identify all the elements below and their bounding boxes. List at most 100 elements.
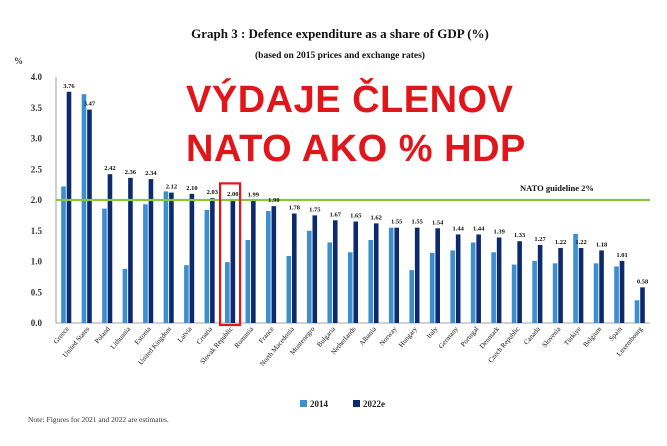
bar-data-label: 2.10 — [186, 185, 197, 192]
bar-2014 — [184, 265, 189, 323]
bar-2014 — [266, 211, 271, 323]
bar-2022e — [394, 227, 400, 323]
x-tick-label: Germany — [437, 325, 460, 350]
bar-2014 — [102, 208, 107, 323]
bar-data-label: 1.78 — [289, 205, 301, 212]
bar-2014 — [368, 239, 374, 323]
legend-label-2022e: 2022e — [363, 399, 385, 409]
y-tick-label: 1.0 — [31, 257, 43, 267]
bar-data-label: 1.62 — [371, 214, 382, 221]
legend-label-2014: 2014 — [310, 399, 329, 409]
bar-data-label: 2.42 — [104, 165, 115, 172]
bar-2022e — [353, 221, 359, 323]
y-tick-label: 3.5 — [31, 103, 43, 113]
bar-2014 — [61, 186, 66, 323]
y-tick-label: 2.0 — [31, 195, 43, 205]
y-tick-label: 2.5 — [31, 164, 43, 174]
bar-2014 — [614, 266, 619, 323]
bar-2014 — [245, 239, 251, 323]
bar-2014 — [327, 242, 333, 323]
bar-data-label: 1.75 — [309, 206, 321, 213]
bar-2014 — [552, 263, 558, 323]
bar-data-label: 0.58 — [637, 278, 649, 285]
bar-2022e — [312, 215, 318, 323]
x-tick-label: Belgium — [582, 325, 604, 349]
bar-2022e — [251, 200, 256, 323]
bar-data-label: 1.55 — [412, 219, 424, 226]
bar-2014 — [225, 262, 230, 323]
bar-2014 — [81, 94, 87, 323]
bar-2014 — [573, 233, 578, 323]
bar-data-label: 1.44 — [473, 225, 485, 232]
bar-data-label: 2.36 — [125, 169, 137, 176]
bar-2014 — [122, 268, 128, 323]
bar-2022e — [599, 250, 604, 323]
x-tick-label: Hungary — [397, 325, 419, 349]
reference-line-label: NATO guideline 2% — [520, 183, 594, 193]
bar-2022e — [169, 192, 174, 323]
x-tick-label: Italy — [425, 325, 440, 340]
bar-data-label: 1.55 — [391, 219, 403, 226]
bar-2022e — [476, 234, 481, 323]
bar-2014 — [204, 209, 210, 323]
bar-2022e — [537, 244, 543, 323]
y-tick-label: 1.5 — [31, 226, 43, 236]
footnote: Note: Figures for 2021 and 2022 are esti… — [28, 415, 169, 424]
bar-2022e — [189, 193, 195, 323]
bar-data-label: 1.33 — [514, 232, 526, 239]
bar-2014 — [634, 300, 640, 323]
bar-data-label: 1.18 — [596, 241, 608, 248]
y-axis: 0.0 0.5 1.0 1.5 2.0 2.5 3.0 3.5 4.0 — [31, 72, 650, 328]
bar-2022e — [271, 206, 277, 323]
x-tick-label: Norway — [378, 325, 399, 348]
x-tick-label: Estonia — [133, 324, 153, 346]
bar-data-label: 1.67 — [330, 211, 342, 218]
bar-data-label: 1.22 — [555, 239, 566, 246]
bar-2014 — [429, 252, 435, 323]
x-tick-label: Romania — [233, 324, 256, 349]
x-tick-label: Slovenia — [540, 324, 562, 349]
data-label-group: 3.76 3.47 2.42 2.36 2.34 2.12 2.10 2.03 2.00 1.99… — [63, 83, 649, 327]
bar-data-label: 3.76 — [63, 83, 75, 90]
bar-2022e — [435, 228, 440, 323]
bar-2022e — [230, 200, 236, 323]
highlight-box — [219, 182, 242, 327]
bar-2014 — [409, 270, 414, 323]
x-tick-label: Greece — [52, 325, 71, 345]
bar-2014 — [470, 242, 476, 323]
x-tick-label: Canada — [522, 324, 542, 346]
y-tick-label: 0.5 — [31, 287, 43, 297]
bar-2022e — [210, 198, 215, 323]
bar-data-label: 2.03 — [207, 189, 219, 196]
bar-2014 — [163, 191, 169, 323]
bar-2022e — [128, 177, 133, 323]
bar-data-label: 1.44 — [452, 225, 464, 232]
bar-2022e — [148, 179, 154, 323]
bar-2014 — [450, 250, 455, 323]
bar-data-label: 1.22 — [575, 239, 586, 246]
x-tick-label: Latvia — [176, 324, 194, 344]
y-tick-label: 0.0 — [31, 318, 43, 328]
x-tick-label: Albania — [358, 324, 379, 347]
bar-2022e — [292, 213, 297, 323]
bar-2022e — [640, 287, 645, 323]
bar-2014 — [511, 264, 517, 323]
bar-2022e — [414, 227, 420, 323]
bar-2022e — [558, 247, 563, 323]
x-tick-label: Croatia — [195, 324, 215, 346]
bar-data-label: 2.00 — [227, 191, 238, 198]
bar-2022e — [107, 174, 113, 323]
overlay-heading-line2: NATO AKO % HDP — [186, 128, 526, 170]
x-tick-label: Türkiye — [562, 325, 582, 347]
x-tick-label: Poland — [93, 325, 112, 345]
bar-data-label: 2.34 — [145, 170, 157, 177]
y-axis-unit-label: % — [14, 56, 23, 66]
bar-data-label: 1.90 — [268, 197, 279, 204]
x-tick-label: Spain — [607, 325, 624, 343]
bar-data-label: 2.12 — [166, 184, 177, 191]
bar-2014 — [286, 255, 292, 323]
bar-data-label: 1.54 — [432, 219, 444, 226]
